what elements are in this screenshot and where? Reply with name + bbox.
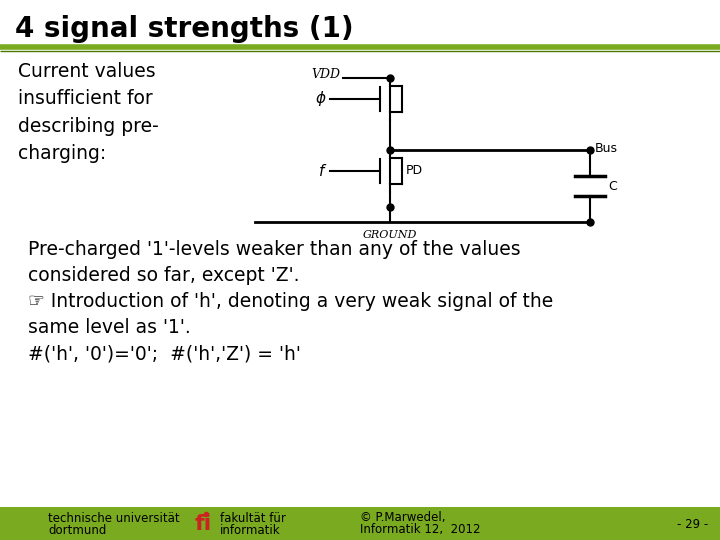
Text: ☞ Introduction of 'h', denoting a very weak signal of the
same level as '1'.: ☞ Introduction of 'h', denoting a very w…: [28, 292, 553, 337]
Text: VDD: VDD: [311, 69, 340, 82]
Text: tu: tu: [12, 514, 38, 534]
Text: dortmund: dortmund: [48, 523, 107, 537]
Text: 4 signal strengths (1): 4 signal strengths (1): [15, 15, 354, 43]
Text: Bus: Bus: [595, 141, 618, 154]
Text: GROUND: GROUND: [363, 230, 417, 240]
Bar: [0, 507, 720, 540]
Text: Current values
insufficient for
describing pre-
charging:: Current values insufficient for describi…: [18, 62, 158, 163]
Text: fakultät für: fakultät für: [220, 511, 286, 524]
Text: fi: fi: [195, 514, 212, 534]
Text: © P.Marwedel,: © P.Marwedel,: [360, 511, 446, 524]
Text: informatik: informatik: [220, 523, 281, 537]
Text: PD: PD: [406, 165, 423, 178]
Text: C: C: [608, 179, 617, 192]
Text: $f$: $f$: [318, 163, 327, 179]
Text: Informatik 12,  2012: Informatik 12, 2012: [360, 523, 480, 537]
Text: $\phi$: $\phi$: [315, 90, 327, 109]
Text: technische universität: technische universität: [48, 511, 179, 524]
Text: #('h', '0')='0';  #('h','Z') = 'h': #('h', '0')='0'; #('h','Z') = 'h': [28, 344, 301, 363]
Text: Pre-charged '1'-levels weaker than any of the values
considered so far, except ': Pre-charged '1'-levels weaker than any o…: [28, 240, 521, 285]
Text: - 29 -: - 29 -: [677, 517, 708, 530]
